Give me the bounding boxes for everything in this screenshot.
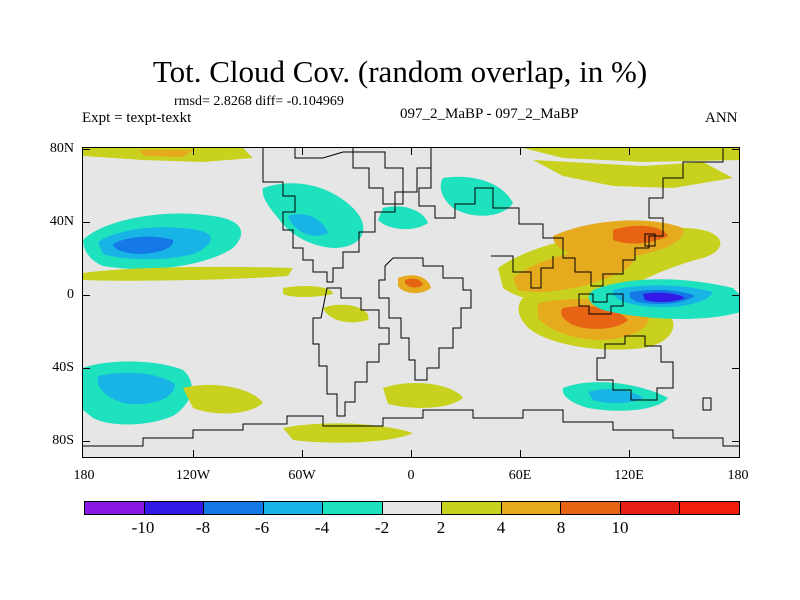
field-purple-epacific — [643, 292, 685, 303]
field-blue-npacific — [113, 236, 174, 254]
experiment-name: 097_2_MaBP - 097_2_MaBP — [400, 106, 579, 122]
lat-tick — [82, 441, 90, 442]
rmsd-diff-stats: rmsd= 2.8268 diff= -0.104969 — [174, 94, 344, 109]
colorbar-segment-8 — [561, 502, 621, 514]
lon-tick — [193, 147, 194, 155]
field-cyan-europe — [440, 176, 513, 216]
field-yellow-antarctic — [283, 423, 413, 443]
lon-label-60w: 60W — [288, 468, 316, 483]
colorbar-segment-3 — [263, 502, 324, 514]
colorbar-label: -8 — [195, 518, 211, 537]
colorbar-label: -4 — [314, 518, 330, 537]
lat-label-40s: 40S — [52, 360, 74, 375]
field-yellow-tropics-atlantic — [283, 286, 333, 297]
season-label: ANN — [705, 110, 738, 126]
lat-tick — [82, 149, 90, 150]
cloud-cover-difference-map — [83, 148, 739, 457]
colorbar-segment-9 — [620, 502, 681, 514]
lat-tick — [732, 149, 740, 150]
lat-tick — [82, 222, 90, 223]
colorbar-label: 4 — [496, 518, 506, 537]
coast-antarctica — [83, 409, 739, 447]
lat-label-80s: 80S — [52, 433, 74, 448]
lat-tick — [732, 295, 740, 296]
lon-label-180w: 180 — [73, 468, 95, 483]
coastlines — [83, 148, 739, 447]
map-panel — [82, 147, 740, 458]
coast-greenland — [352, 148, 432, 205]
colorbar-segment-10 — [680, 502, 740, 514]
colorbar-segment-1 — [144, 502, 205, 514]
map-title: Tot. Cloud Cov. (random overlap, in %) — [152, 54, 648, 89]
lat-tick — [732, 368, 740, 369]
lon-label-120w: 120W — [175, 468, 211, 483]
field-darkorange-westpacific — [613, 225, 668, 244]
colorbar-segment-7 — [501, 502, 562, 514]
lon-tick — [302, 147, 303, 155]
lon-label-60e: 60E — [508, 468, 532, 483]
colorbar-segment-5 — [382, 502, 443, 514]
coast-south-asia — [491, 255, 554, 289]
coast-australia — [596, 335, 674, 401]
lat-tick — [732, 222, 740, 223]
lon-tick — [193, 450, 194, 458]
lat-label-80n: 80N — [49, 141, 74, 156]
lon-tick — [302, 450, 303, 458]
field-darkorange-africa — [405, 278, 423, 288]
field-yellow-southamerica — [323, 304, 369, 323]
difference-field — [83, 148, 739, 443]
experiment-label: Expt = texpt-texkt — [82, 110, 192, 126]
colorbar-segment-4 — [323, 502, 383, 514]
coast-maritime — [578, 293, 624, 315]
lon-label-0: 0 — [407, 468, 415, 483]
colorbar-segment-0 — [85, 502, 145, 514]
colorbar-label: 8 — [556, 518, 566, 537]
coast-eurasia — [418, 148, 724, 287]
lat-tick — [732, 441, 740, 442]
colorbar-label: -2 — [374, 518, 390, 537]
lon-tick — [411, 147, 412, 155]
lat-tick — [82, 368, 90, 369]
colorbar-label: 10 — [611, 518, 629, 537]
field-yellow-satlantic — [383, 383, 463, 408]
field-yellow-arctic-east — [523, 148, 739, 162]
field-orange-arctic — [138, 150, 193, 157]
colorbar-label: 2 — [436, 518, 446, 537]
field-cyan-natlantic — [262, 183, 364, 248]
lat-tick — [82, 295, 90, 296]
lon-tick — [411, 450, 412, 458]
lat-label-equator: 0 — [67, 287, 74, 302]
lon-tick — [520, 450, 521, 458]
colorbar-label: -6 — [254, 518, 270, 537]
coast-new-zealand — [702, 397, 712, 411]
coast-south-america — [312, 287, 390, 417]
field-yellow-spacific — [183, 384, 263, 414]
lon-label-120e: 120E — [614, 468, 644, 483]
coast-north-america — [262, 148, 404, 283]
lon-label-180e: 180 — [727, 468, 749, 483]
field-lightblue-natlantic — [288, 213, 328, 236]
colorbar-label: -10 — [131, 518, 155, 537]
colorbar — [84, 501, 740, 515]
field-lightblue-spacific — [97, 372, 175, 405]
lat-label-40n: 40N — [49, 214, 74, 229]
coast-africa — [378, 257, 472, 381]
coast-japan — [644, 233, 656, 247]
lon-tick — [520, 147, 521, 155]
field-lightblue-southernocean — [588, 389, 643, 404]
colorbar-segment-6 — [442, 502, 502, 514]
colorbar-segment-2 — [204, 502, 264, 514]
lon-tick — [629, 450, 630, 458]
field-yellow-npacific-south — [83, 266, 293, 281]
lon-tick — [629, 147, 630, 155]
